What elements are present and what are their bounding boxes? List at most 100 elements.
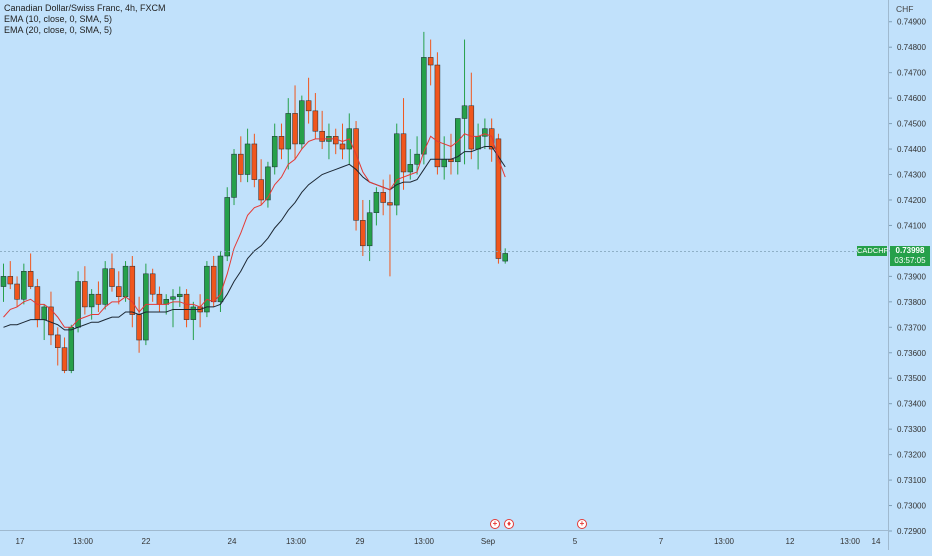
time-tick-label: 13:00 bbox=[414, 537, 435, 546]
time-axis[interactable]: 17 13:00 22 24 13:00 29 13:00 Sep 5 7 13:00 12 13:00… bbox=[0, 530, 888, 551]
candle-body bbox=[95, 293, 102, 305]
candle-body bbox=[285, 113, 292, 150]
currency-label: CHF bbox=[896, 4, 914, 14]
candle-body bbox=[244, 143, 251, 175]
price-axis[interactable]: 0.74900 0.74800 0.74700 0.74600 0.74500 0.744… bbox=[888, 0, 932, 550]
candle-body bbox=[339, 143, 346, 150]
price-tick-label: 0.74300 bbox=[897, 171, 926, 180]
candle-body bbox=[502, 253, 508, 262]
candle bbox=[312, 93, 319, 139]
price-tick-label: 0.73400 bbox=[897, 400, 926, 409]
time-tick-label: 7 bbox=[659, 537, 664, 546]
candle-body bbox=[109, 268, 115, 287]
candle-body bbox=[217, 255, 224, 303]
candle bbox=[380, 179, 386, 216]
candle-body bbox=[393, 133, 400, 206]
candle-body bbox=[68, 327, 75, 371]
candle-body bbox=[380, 192, 386, 203]
time-tick-label: 29 bbox=[356, 537, 365, 546]
candle bbox=[488, 118, 495, 162]
candle bbox=[373, 187, 380, 226]
candle bbox=[434, 52, 441, 175]
price-tick-label: 0.73100 bbox=[897, 476, 926, 485]
candle bbox=[251, 133, 258, 188]
candle bbox=[190, 301, 197, 341]
canada-flag-icon[interactable]: ♦ bbox=[504, 519, 514, 529]
candle bbox=[468, 72, 475, 160]
candle bbox=[21, 263, 27, 305]
candle bbox=[271, 123, 278, 175]
candle-body bbox=[292, 113, 298, 145]
candle-body bbox=[41, 306, 47, 320]
candle-body bbox=[210, 265, 217, 303]
candle-body bbox=[373, 192, 380, 213]
candle-body bbox=[488, 128, 495, 150]
legend-ema20[interactable]: EMA (20, close, 0, SMA, 5) bbox=[4, 25, 113, 35]
candle-body bbox=[271, 136, 278, 168]
candle-body bbox=[88, 293, 95, 308]
candle bbox=[244, 128, 251, 183]
time-tick-label: 13:00 bbox=[714, 537, 735, 546]
candle-body bbox=[183, 293, 190, 320]
candle-body bbox=[305, 100, 312, 112]
candle-body bbox=[149, 273, 156, 295]
candle bbox=[197, 294, 203, 328]
economic-event-icon[interactable]: + bbox=[577, 519, 587, 529]
candle-body bbox=[441, 158, 447, 168]
candle-body bbox=[27, 271, 34, 287]
candle-body bbox=[177, 293, 183, 297]
candle bbox=[122, 261, 129, 302]
candle bbox=[48, 291, 54, 346]
candle-body bbox=[61, 347, 68, 371]
candle bbox=[109, 253, 115, 292]
time-tick-label: 13:00 bbox=[840, 537, 861, 546]
candle-body bbox=[400, 133, 407, 173]
candle bbox=[116, 271, 122, 305]
candle-body bbox=[265, 166, 271, 201]
candlestick-plot[interactable] bbox=[0, 0, 888, 530]
time-tick-label: 14 bbox=[872, 537, 881, 546]
price-tick-label: 0.73900 bbox=[897, 272, 926, 281]
candle-body bbox=[414, 153, 420, 165]
candle bbox=[326, 123, 332, 160]
candle bbox=[156, 286, 163, 313]
candle-body bbox=[482, 128, 488, 137]
candle bbox=[455, 118, 461, 175]
time-tick-label: 13:00 bbox=[73, 537, 94, 546]
price-tick-label: 0.74900 bbox=[897, 18, 926, 27]
legend-title[interactable]: Canadian Dollar/Swiss Franc, 4h, FXCM bbox=[4, 3, 166, 13]
candle-body bbox=[54, 334, 61, 348]
price-tick-label: 0.74200 bbox=[897, 196, 926, 205]
candle-body bbox=[387, 202, 393, 206]
price-tick-label: 0.73000 bbox=[897, 502, 926, 511]
candle bbox=[285, 98, 292, 170]
price-tick-label: 0.73600 bbox=[897, 349, 926, 358]
candle bbox=[54, 327, 61, 366]
candle-body bbox=[353, 128, 359, 221]
candle-body bbox=[434, 64, 441, 168]
candle-body bbox=[332, 136, 339, 145]
candle bbox=[305, 77, 312, 124]
candle-body bbox=[170, 296, 176, 300]
candle-body bbox=[258, 179, 264, 201]
economic-event-icon[interactable]: + bbox=[490, 519, 500, 529]
price-tick-label: 0.74700 bbox=[897, 69, 926, 78]
candle bbox=[129, 255, 136, 328]
ema20-line bbox=[3, 146, 506, 331]
legend-ema10[interactable]: EMA (10, close, 0, SMA, 5) bbox=[4, 14, 113, 24]
last-price-tag: 0.73998 bbox=[890, 246, 930, 257]
candle bbox=[41, 304, 47, 341]
candle bbox=[414, 136, 420, 175]
time-tick-label: 17 bbox=[16, 537, 25, 546]
candle bbox=[0, 263, 7, 302]
candle bbox=[299, 95, 305, 150]
candle-body bbox=[116, 286, 122, 297]
price-tick-label: 0.73500 bbox=[897, 374, 926, 383]
candle bbox=[75, 271, 81, 333]
candle bbox=[353, 121, 359, 231]
price-tick-label: 0.73800 bbox=[897, 298, 926, 307]
price-tick-label: 0.73700 bbox=[897, 323, 926, 332]
candle-body bbox=[0, 276, 7, 287]
candle bbox=[68, 324, 75, 374]
